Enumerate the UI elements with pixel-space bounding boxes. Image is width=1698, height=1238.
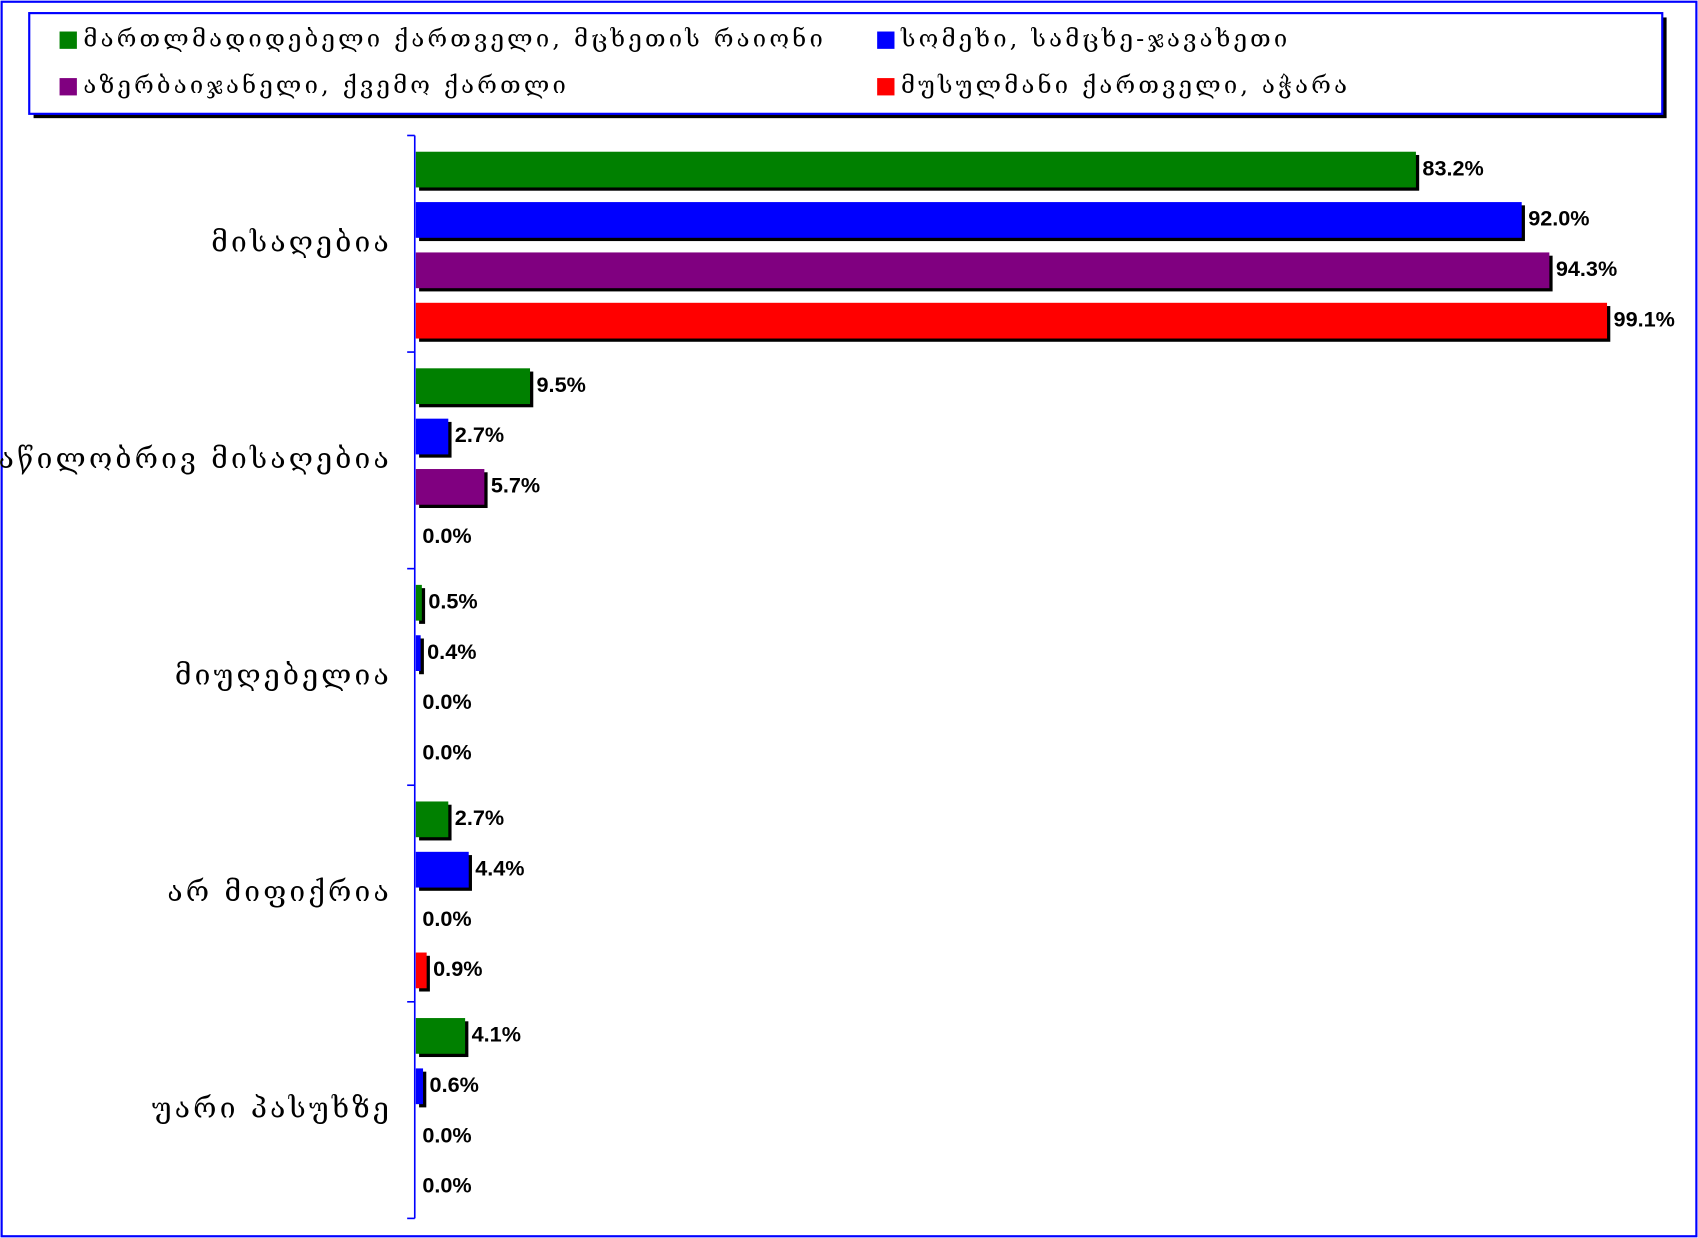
legend-swatch [59,78,77,96]
bar [415,952,427,989]
category-label: ნაწილობრივ მისაღებია [0,442,392,475]
bar [415,635,421,671]
bar [415,418,449,455]
bar-shadow [419,638,424,675]
legend-swatch [877,31,895,49]
legend-label: სომეხი, სამცხე-ჯავახეთი [900,25,1291,53]
bar [415,801,449,838]
bar [415,584,422,621]
value-label: 0.5% [428,588,477,613]
bar [415,151,1416,188]
value-label: 94.3% [1556,256,1617,281]
value-label: 9.5% [537,372,586,397]
category-label: მიუღებელია [175,658,392,691]
value-label: 83.2% [1422,155,1483,180]
value-label: 2.7% [455,805,504,830]
value-label: 0.9% [433,956,482,981]
value-label: 4.4% [475,855,524,880]
value-label: 0.6% [430,1072,479,1097]
value-label: 2.7% [455,422,504,447]
bar [415,302,1608,339]
legend-box [28,12,1664,115]
legend-label: მართლმადიდებელი ქართველი, მცხეთის რაიონი [83,25,826,53]
bar [415,1068,424,1105]
legend-label: მუსულმანი ქართველი, აჭარა [901,71,1350,99]
legend-label: აზერბაიჯანელი, ქვემო ქართლი [83,71,569,99]
value-label: 5.7% [491,473,540,498]
value-label: 92.0% [1528,206,1589,231]
value-label: 4.1% [472,1022,521,1047]
legend-swatch [59,31,77,49]
category-label: უარი პასუხზე [152,1092,392,1125]
value-label: 0.4% [427,639,476,664]
legend-swatch [877,78,895,96]
value-label: 0.0% [422,1122,471,1147]
value-label: 0.0% [422,523,471,548]
value-label: 99.1% [1614,306,1675,331]
bar [415,851,469,888]
bar [415,1018,466,1054]
bar [415,368,531,405]
bar [415,469,485,505]
bar-shadow [419,588,426,624]
bar [415,202,1522,238]
bar [415,252,1550,289]
value-label: 0.0% [422,1173,471,1198]
value-label: 0.0% [422,740,471,765]
category-label: მისაღებია [211,225,392,258]
value-label: 0.0% [422,689,471,714]
value-label: 0.0% [422,906,471,931]
category-label: არ მიფიქრია [167,875,392,908]
